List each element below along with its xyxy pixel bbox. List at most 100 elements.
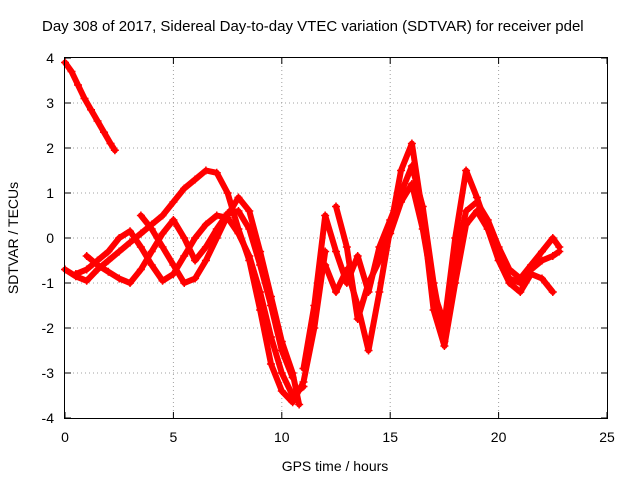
data-point: [136, 243, 145, 251]
data-point: [397, 198, 406, 206]
series-trace: [62, 59, 118, 154]
data-point: [158, 276, 167, 285]
data-point: [126, 279, 135, 287]
x-tick-label: 10: [274, 429, 290, 445]
data-point: [245, 252, 254, 260]
data-point: [332, 247, 340, 256]
data-point: [375, 256, 384, 265]
series-arc-8: [332, 166, 557, 328]
data-point: [245, 207, 254, 215]
data-point: [191, 175, 200, 184]
data-point: [115, 234, 124, 242]
data-point: [191, 256, 200, 265]
data-point: [342, 243, 351, 251]
data-point: [169, 198, 178, 206]
y-axis-label: SDTVAR / TECUs: [5, 182, 21, 294]
data-point: [147, 247, 156, 256]
data-point: [429, 306, 438, 314]
data-point: [191, 274, 200, 283]
data-point: [201, 243, 210, 251]
data-point: [299, 382, 308, 391]
data-point: [256, 288, 265, 296]
data-point: [136, 229, 145, 238]
data-point: [147, 261, 156, 269]
data-point: [126, 227, 135, 236]
data-point: [462, 166, 471, 175]
data-point: [364, 346, 373, 355]
data-point: [537, 274, 546, 283]
data-point: [212, 211, 221, 220]
data-point: [483, 225, 492, 233]
y-tick-label: -4: [42, 410, 55, 426]
data-point: [93, 261, 102, 269]
data-series: [61, 58, 564, 409]
data-point: [332, 288, 340, 296]
data-point: [201, 256, 210, 265]
data-point: [462, 220, 471, 229]
y-tick-label: -3: [42, 365, 55, 381]
x-tick-label: 25: [599, 429, 615, 445]
data-point: [223, 189, 232, 197]
data-point: [266, 360, 275, 368]
data-point: [110, 146, 119, 155]
series-trace: [333, 167, 556, 327]
data-point: [429, 288, 438, 296]
data-point: [505, 279, 514, 287]
data-point: [126, 238, 135, 247]
data-point: [234, 193, 243, 202]
data-point: [180, 234, 189, 242]
y-tick-label: 4: [46, 50, 54, 66]
data-point: [397, 166, 406, 175]
data-point: [548, 234, 557, 242]
data-point: [277, 337, 286, 346]
data-point: [256, 247, 265, 256]
data-point: [80, 94, 89, 103]
data-point: [407, 139, 416, 148]
data-point: [516, 288, 525, 296]
data-point: [82, 265, 91, 274]
series-arc-4: [82, 207, 297, 382]
grid-lines: [65, 58, 607, 418]
data-point: [180, 252, 189, 260]
data-point: [158, 243, 167, 251]
data-point: [169, 261, 178, 269]
data-point: [548, 252, 557, 260]
data-point: [212, 168, 221, 177]
x-tick-label: 20: [491, 429, 507, 445]
data-point: [104, 267, 113, 276]
data-point: [82, 276, 91, 285]
x-tick-label: 15: [382, 429, 398, 445]
data-point: [555, 247, 564, 256]
data-point: [104, 256, 113, 265]
data-point: [93, 117, 102, 125]
series-trace: [137, 194, 303, 408]
data-point: [321, 261, 330, 269]
series-arc-1: [61, 58, 119, 155]
y-tick-label: 1: [46, 185, 54, 201]
plot-frame: [64, 57, 608, 419]
data-point: [472, 193, 481, 202]
data-point: [115, 274, 124, 283]
y-tick-label: 0: [46, 230, 54, 246]
data-point: [136, 265, 145, 274]
y-tick-label: -1: [42, 275, 55, 291]
data-point: [104, 247, 113, 256]
data-point: [462, 207, 471, 215]
data-point: [71, 270, 80, 278]
data-point: [288, 398, 297, 407]
data-point: [407, 180, 416, 188]
data-point: [180, 184, 189, 193]
data-point: [494, 256, 503, 265]
y-tick-label: -2: [42, 320, 55, 336]
data-point: [375, 288, 384, 296]
data-point: [136, 211, 145, 220]
data-point: [451, 279, 460, 287]
data-point: [321, 211, 330, 220]
data-point: [440, 319, 449, 328]
data-point: [277, 369, 286, 377]
data-point: [191, 234, 200, 242]
data-point: [201, 166, 210, 175]
chart-title: Day 308 of 2017, Sidereal Day-to-day VTE…: [42, 18, 584, 35]
